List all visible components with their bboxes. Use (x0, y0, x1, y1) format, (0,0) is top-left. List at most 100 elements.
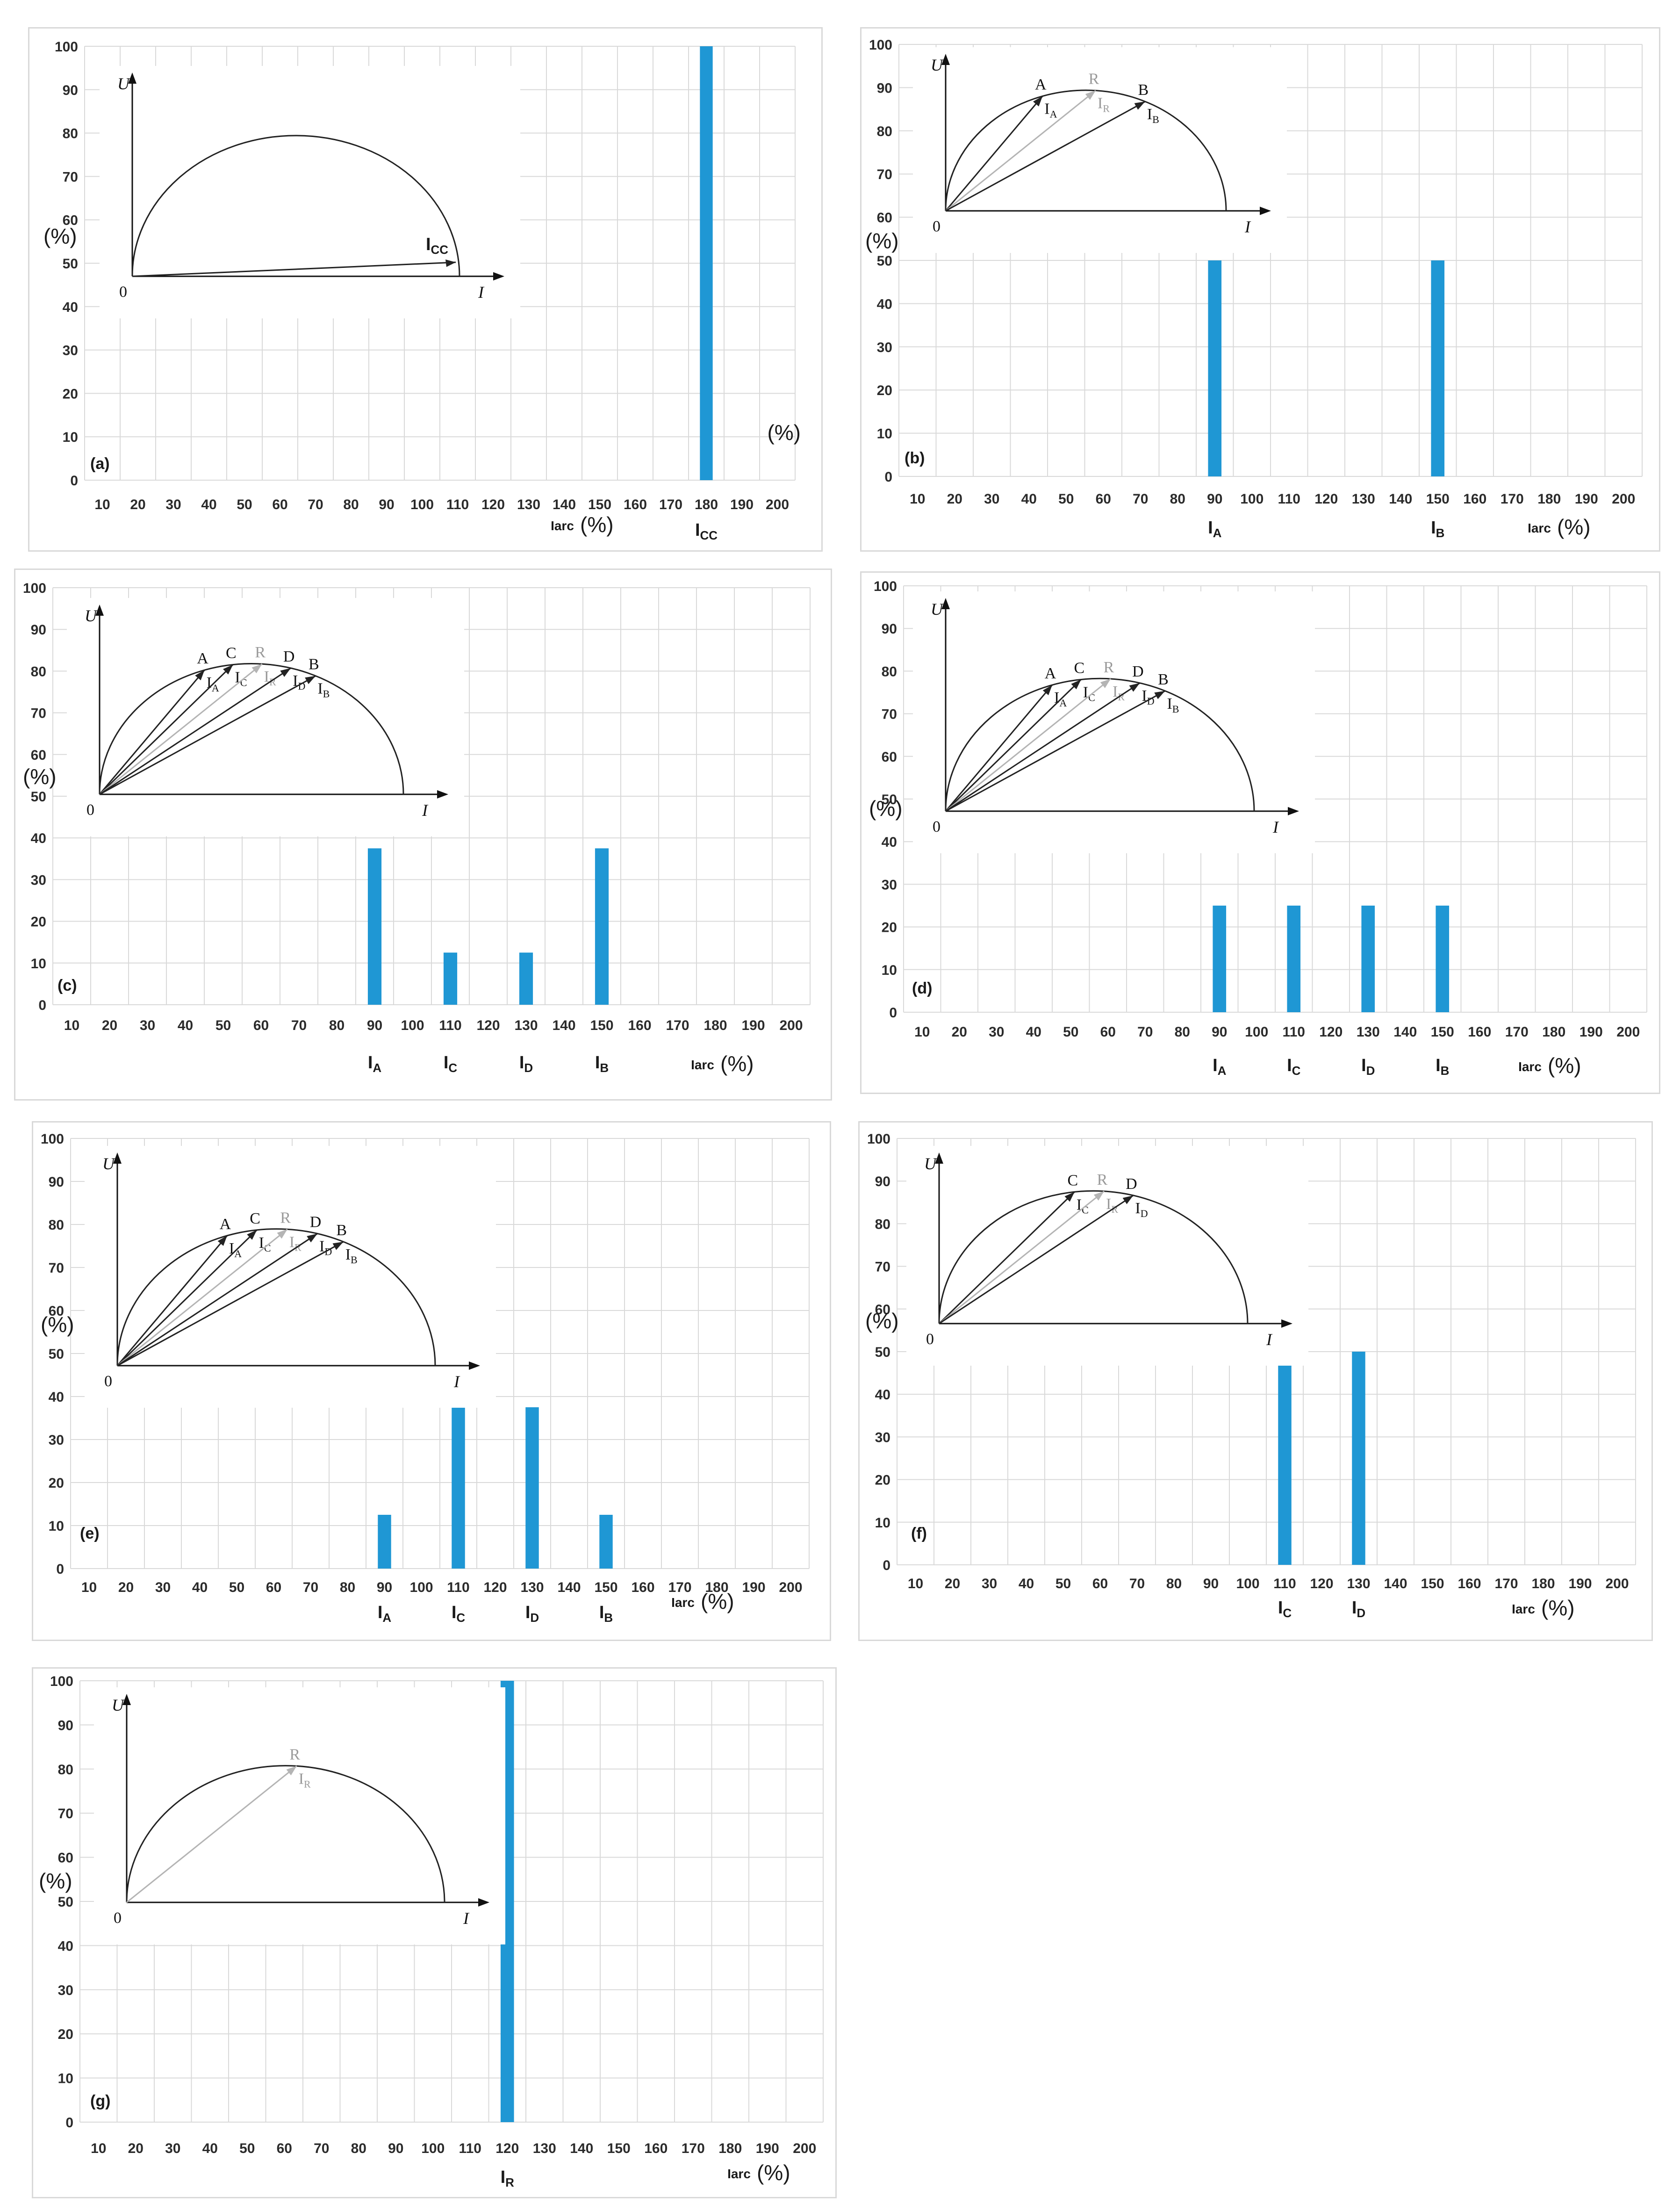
x-tick-label: 50 (1055, 1576, 1071, 1591)
inset-vector-arrow (1085, 90, 1096, 100)
x-tick-label: 140 (570, 2141, 593, 2156)
panel-label: (d) (912, 979, 932, 997)
x-axis-label: Iarc (551, 518, 574, 533)
inset-vector-label: IR (1098, 95, 1110, 115)
inset-vector (99, 670, 205, 795)
y-tick-label: 30 (49, 1433, 64, 1448)
y-tick-label: 20 (875, 1473, 890, 1488)
inset-u-arrow (128, 72, 136, 84)
x-tick-label: 10 (910, 491, 925, 507)
category-label: ID (1352, 1598, 1365, 1620)
chart-svg-g: 0 10 20 30 40 50 60 70 80 90 100 10 20 30 40 50 60 70 80 90… (39, 1674, 824, 2189)
bar (1287, 906, 1301, 1012)
y-tick-label: 40 (875, 1387, 890, 1403)
panel-label: (f) (911, 1525, 927, 1542)
x-tick-label: 60 (272, 497, 287, 512)
x-tick-label: 160 (631, 1580, 654, 1595)
x-tick-label: 160 (628, 1018, 651, 1033)
inset-point-label: C (250, 1210, 260, 1227)
x-axis-label: Iarc (1518, 1059, 1542, 1074)
inset-u-label: U (117, 74, 130, 93)
x-tick-label: 170 (668, 1580, 691, 1595)
x-tick-label: 70 (1129, 1576, 1145, 1591)
inset-point-label: C (226, 645, 237, 662)
inset-u-label: U (85, 606, 98, 625)
x-tick-label: 200 (1605, 1576, 1629, 1591)
x-tick-label: 60 (266, 1580, 281, 1595)
x-tick-label: 110 (1283, 1024, 1305, 1040)
inset-i-arrow (1281, 1319, 1292, 1328)
x-tick-label: 30 (982, 1576, 997, 1591)
y-tick-label: 90 (63, 83, 78, 98)
inset-point-label: C (1074, 659, 1084, 677)
inset-i-label: I (422, 801, 429, 820)
inset-vector-arrow (286, 1766, 297, 1776)
inset-point-label: R (1104, 659, 1114, 676)
x-tick-label: 50 (215, 1018, 231, 1033)
inset-vector (116, 1235, 228, 1366)
inset-i-arrow (437, 790, 448, 799)
inset-point-label: B (1158, 671, 1169, 688)
inset-vector (132, 261, 456, 277)
x-tick-label: 190 (1579, 1024, 1603, 1040)
inset-vector-arrow (1134, 101, 1145, 110)
y-axis-unit: (%) (23, 764, 57, 789)
x-tick-label: 150 (590, 1018, 613, 1033)
x-tick-label: 150 (588, 497, 611, 512)
x-tick-label: 20 (128, 2141, 144, 2156)
x-tick-label: 130 (520, 1580, 544, 1595)
y-tick-label: 60 (31, 748, 46, 763)
x-tick-label: 160 (1468, 1024, 1491, 1040)
y-tick-label: 80 (882, 664, 897, 679)
y-tick-label: 100 (50, 1674, 73, 1689)
x-tick-label: 80 (329, 1018, 345, 1033)
inset-vector-label: IB (317, 680, 330, 700)
x-tick-label: 30 (165, 497, 181, 512)
x-axis-label: Iarc (1512, 1602, 1535, 1616)
x-tick-label: 170 (659, 497, 682, 512)
x-tick-label: 50 (239, 2141, 255, 2156)
bar (525, 1407, 539, 1569)
inset-vector (99, 675, 316, 795)
y-axis-unit: (%) (41, 1312, 74, 1337)
panel-label: (c) (57, 977, 77, 994)
x-tick-label: 80 (1175, 1024, 1190, 1040)
category-label: ID (1361, 1056, 1375, 1078)
inset-vector (99, 664, 234, 795)
y-axis-unit: (%) (39, 1869, 72, 1893)
inset-vector-label: IC (259, 1234, 271, 1254)
inset-point-label: R (289, 1746, 300, 1763)
x-tick-label: 40 (1021, 491, 1037, 507)
y-tick-label: 70 (63, 169, 78, 185)
x-tick-label: 80 (351, 2141, 366, 2156)
x-tick-label: 90 (379, 497, 394, 512)
x-tick-label: 190 (756, 2141, 779, 2156)
x-tick-label: 180 (1537, 491, 1561, 507)
y-tick-label: 60 (875, 1302, 890, 1317)
x-tick-label: 140 (1393, 1024, 1417, 1040)
x-axis-unit: (%) (580, 512, 614, 537)
x-tick-label: 40 (202, 2141, 218, 2156)
inset-vector-arrow (217, 1235, 227, 1246)
x-tick-label: 150 (1421, 1576, 1444, 1591)
inset-vector-arrow (1093, 1191, 1105, 1201)
inset-vector-arrow (1100, 678, 1111, 688)
category-label: IR (501, 2167, 515, 2189)
inset-point-label: A (197, 650, 208, 667)
x-tick-label: 70 (291, 1018, 307, 1033)
inset-arc (126, 1765, 445, 1903)
inset-vector (945, 101, 1146, 212)
x-tick-label: 110 (1273, 1576, 1296, 1591)
y-tick-label: 50 (58, 1894, 73, 1910)
x-axis-unit: (%) (1548, 1053, 1581, 1078)
inset-vector-arrow (223, 664, 233, 675)
x-tick-label: 120 (483, 1580, 507, 1595)
x-tick-label: 20 (118, 1580, 134, 1595)
chart-panel-e: 0 10 20 30 40 50 60 70 80 90 100 10 20 30 40 50 60 70 80 90… (32, 1121, 831, 1641)
bar (1436, 906, 1450, 1012)
chart-svg-b: 0 10 20 30 40 50 60 70 80 90 100 10 20 30 40 50 60 70 80 90… (865, 37, 1643, 540)
y-tick-label: 10 (49, 1519, 64, 1534)
x-tick-label: 160 (624, 497, 647, 512)
x-tick-label: 130 (517, 497, 540, 512)
inset-vector-arrow (280, 668, 291, 677)
